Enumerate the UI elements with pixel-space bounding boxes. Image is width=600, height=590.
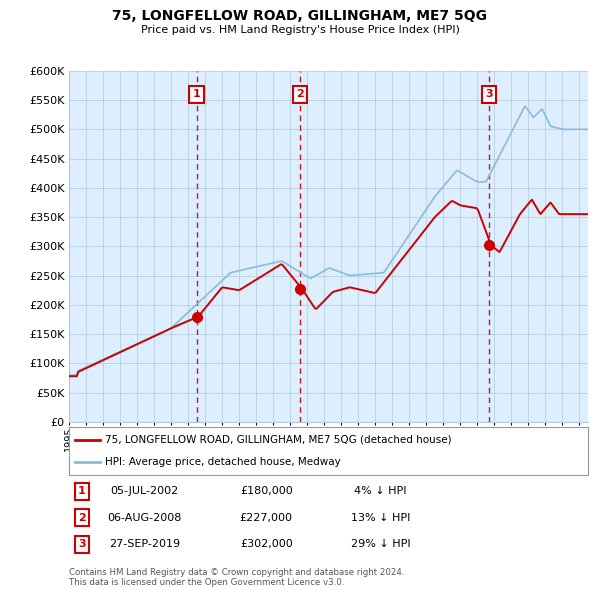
Text: £227,000: £227,000: [240, 513, 293, 523]
Text: Contains HM Land Registry data © Crown copyright and database right 2024.
This d: Contains HM Land Registry data © Crown c…: [69, 568, 404, 587]
Text: 2: 2: [78, 513, 86, 523]
Text: 3: 3: [78, 539, 86, 549]
Text: HPI: Average price, detached house, Medway: HPI: Average price, detached house, Medw…: [106, 457, 341, 467]
Text: 2: 2: [296, 89, 304, 99]
Text: 3: 3: [485, 89, 493, 99]
Text: 29% ↓ HPI: 29% ↓ HPI: [350, 539, 410, 549]
Text: 27-SEP-2019: 27-SEP-2019: [109, 539, 180, 549]
Text: 13% ↓ HPI: 13% ↓ HPI: [351, 513, 410, 523]
Text: Price paid vs. HM Land Registry's House Price Index (HPI): Price paid vs. HM Land Registry's House …: [140, 25, 460, 35]
Text: 75, LONGFELLOW ROAD, GILLINGHAM, ME7 5QG (detached house): 75, LONGFELLOW ROAD, GILLINGHAM, ME7 5QG…: [106, 435, 452, 445]
Text: 1: 1: [193, 89, 200, 99]
Text: £302,000: £302,000: [240, 539, 293, 549]
Text: 75, LONGFELLOW ROAD, GILLINGHAM, ME7 5QG: 75, LONGFELLOW ROAD, GILLINGHAM, ME7 5QG: [113, 9, 487, 23]
Text: £180,000: £180,000: [240, 486, 293, 496]
Text: 05-JUL-2002: 05-JUL-2002: [110, 486, 178, 496]
Text: 06-AUG-2008: 06-AUG-2008: [107, 513, 181, 523]
Text: 4% ↓ HPI: 4% ↓ HPI: [354, 486, 407, 496]
Text: 1: 1: [78, 486, 86, 496]
